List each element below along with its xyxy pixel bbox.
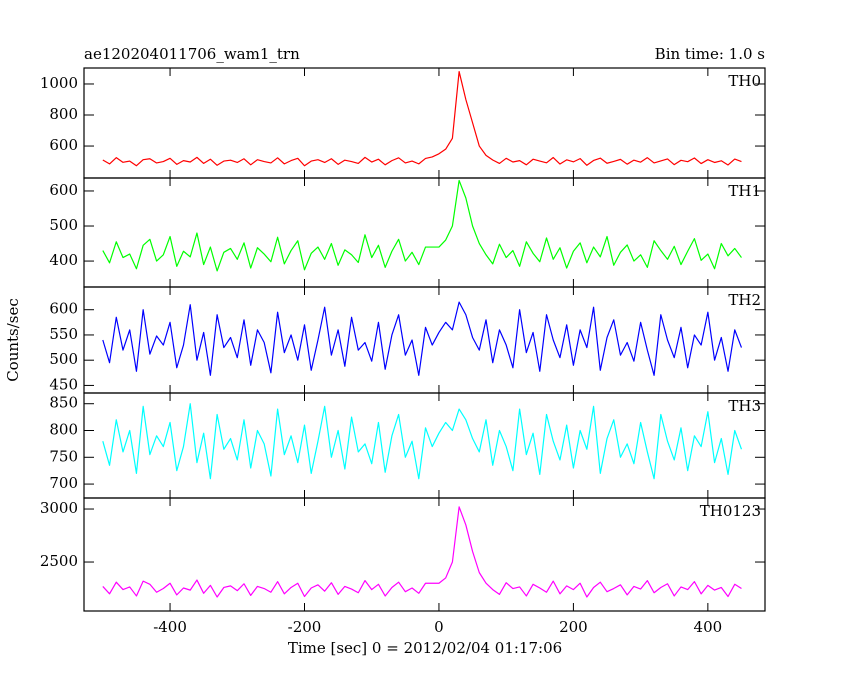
y-tick-label: 600 bbox=[49, 300, 78, 318]
y-tick-label: 800 bbox=[49, 421, 78, 439]
x-tick-label: 0 bbox=[434, 618, 444, 636]
panel-frame bbox=[83, 497, 766, 612]
panel-label: TH1 bbox=[728, 182, 761, 200]
x-tick-label: 400 bbox=[694, 618, 723, 636]
x-tick-label: 200 bbox=[559, 618, 588, 636]
y-tick-label: 600 bbox=[49, 136, 78, 154]
y-tick-label: 3000 bbox=[40, 499, 78, 517]
y-tick-label: 2500 bbox=[40, 552, 78, 570]
y-tick-label: 1000 bbox=[40, 74, 78, 92]
panel-label: TH0123 bbox=[700, 502, 761, 520]
y-tick-label: 400 bbox=[49, 251, 78, 269]
panel-frame bbox=[83, 392, 766, 499]
panel-label: TH0 bbox=[728, 72, 761, 90]
chart-title: ae120204011706_wam1_trn bbox=[84, 45, 300, 63]
y-tick-label: 850 bbox=[49, 394, 78, 412]
x-tick-label: -400 bbox=[153, 618, 187, 636]
x-axis-label: Time [sec] 0 = 2012/02/04 01:17:06 bbox=[288, 639, 562, 657]
y-tick-label: 500 bbox=[49, 216, 78, 234]
bin-time: Bin time: 1.0 s bbox=[655, 45, 765, 63]
light-curve bbox=[102, 506, 742, 598]
y-tick-label: 800 bbox=[49, 105, 78, 123]
panel-frame bbox=[83, 286, 766, 394]
light-curve bbox=[102, 301, 743, 376]
panel-label: TH3 bbox=[728, 397, 761, 415]
y-tick-label: 700 bbox=[49, 474, 78, 492]
y-axis-label: Counts/sec bbox=[4, 298, 22, 382]
panel-label: TH2 bbox=[728, 291, 761, 309]
x-tick-label: -200 bbox=[288, 618, 322, 636]
y-tick-label: 500 bbox=[49, 350, 78, 368]
panel-frame bbox=[83, 177, 766, 288]
light-curve bbox=[102, 403, 743, 480]
y-tick-label: 600 bbox=[49, 181, 78, 199]
y-tick-label: 550 bbox=[49, 325, 78, 343]
y-tick-label: 750 bbox=[49, 447, 78, 465]
y-tick-label: 450 bbox=[49, 375, 78, 393]
light-curve bbox=[102, 179, 742, 272]
light-curve bbox=[102, 70, 742, 167]
